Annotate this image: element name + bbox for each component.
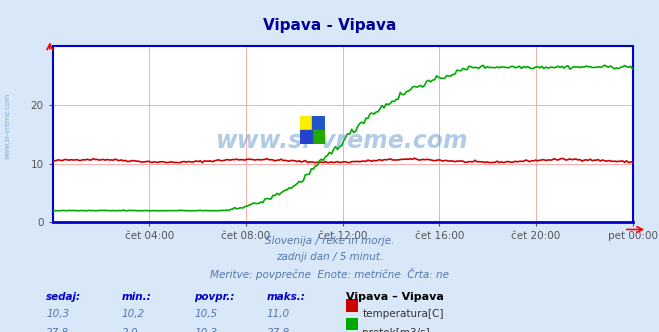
Bar: [300, 116, 312, 130]
Bar: [312, 130, 325, 144]
Text: Vipava - Vipava: Vipava - Vipava: [263, 18, 396, 33]
Text: maks.:: maks.:: [267, 292, 306, 302]
Text: 10,3: 10,3: [46, 309, 69, 319]
Text: 2,0: 2,0: [122, 328, 138, 332]
Text: 10,5: 10,5: [194, 309, 217, 319]
Bar: [300, 130, 312, 144]
Text: 27,8: 27,8: [46, 328, 69, 332]
Text: 10,2: 10,2: [122, 309, 145, 319]
Text: pretok[m3/s]: pretok[m3/s]: [362, 328, 430, 332]
Text: sedaj:: sedaj:: [46, 292, 81, 302]
Text: temperatura[C]: temperatura[C]: [362, 309, 444, 319]
Text: 10,3: 10,3: [194, 328, 217, 332]
Text: min.:: min.:: [122, 292, 152, 302]
Text: 11,0: 11,0: [267, 309, 290, 319]
Text: povpr.:: povpr.:: [194, 292, 235, 302]
Text: www.si-vreme.com: www.si-vreme.com: [216, 129, 469, 153]
Text: 27,8: 27,8: [267, 328, 290, 332]
Bar: [312, 116, 325, 130]
Text: Slovenija / reke in morje.: Slovenija / reke in morje.: [265, 236, 394, 246]
Text: Vipava – Vipava: Vipava – Vipava: [346, 292, 444, 302]
Text: www.si-vreme.com: www.si-vreme.com: [5, 93, 11, 159]
Text: Meritve: povprečne  Enote: metrične  Črta: ne: Meritve: povprečne Enote: metrične Črta:…: [210, 268, 449, 280]
Text: zadnji dan / 5 minut.: zadnji dan / 5 minut.: [276, 252, 383, 262]
